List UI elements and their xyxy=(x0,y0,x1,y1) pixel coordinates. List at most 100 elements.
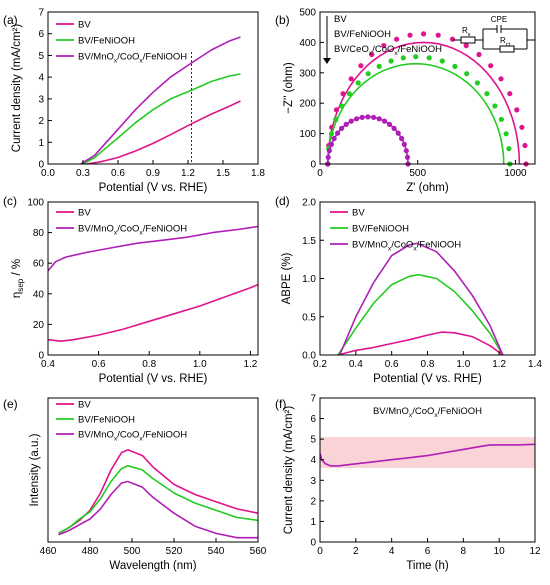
series-line xyxy=(82,73,241,165)
circuit-rct xyxy=(499,45,515,53)
y-tick-label: 200 xyxy=(299,99,316,110)
data-point xyxy=(335,130,341,136)
x-tick-label: 480 xyxy=(82,546,99,557)
y-axis-label: ηsep / % xyxy=(11,259,25,298)
x-tick-label: 0.8 xyxy=(142,359,156,370)
data-point xyxy=(484,91,490,97)
x-tick-label: 0.6 xyxy=(92,359,106,370)
data-point xyxy=(340,91,346,97)
x-tick-label: 0.4 xyxy=(349,359,363,370)
y-tick-label: 1 xyxy=(310,517,316,528)
data-point xyxy=(333,107,340,113)
data-point xyxy=(426,55,432,61)
y-tick-label: 2 xyxy=(38,116,44,127)
data-point xyxy=(403,148,409,154)
x-axis-label: Potential (V vs. RHE) xyxy=(373,373,482,385)
x-tick-label: 500 xyxy=(409,168,426,179)
data-point xyxy=(325,154,331,160)
y-axis-label: −Z'' (ohm) xyxy=(283,62,295,114)
data-point xyxy=(376,116,382,122)
y-tick-label: 7 xyxy=(310,394,316,405)
x-tick-label: 0.4 xyxy=(41,359,55,370)
x-tick-label: 1.2 xyxy=(492,359,506,370)
circuit-rct-label: Rct xyxy=(500,36,511,48)
data-point xyxy=(365,114,371,120)
series-line xyxy=(337,273,504,356)
y-axis-label: Intensity (a.u.) xyxy=(29,433,41,506)
circuit-rs-label: Rs xyxy=(462,26,471,38)
data-point xyxy=(452,63,458,69)
x-tick-label: 540 xyxy=(208,546,225,557)
y-tick-label: 80 xyxy=(33,228,45,239)
data-point xyxy=(421,31,427,37)
x-tick-label: 0.2 xyxy=(313,359,327,370)
y-tick-label: 60 xyxy=(33,259,45,270)
data-point xyxy=(348,118,354,124)
data-point xyxy=(331,135,337,142)
data-point xyxy=(339,125,345,131)
series-line xyxy=(58,464,259,535)
y-tick-label: 0 xyxy=(310,538,316,549)
chart-panel-3: 0.4 0.6 0.8 1.0 1.2 0 20 40 60 80 100 Potential (V … xyxy=(3,194,259,385)
panel-label: (c) xyxy=(3,194,17,208)
data-point xyxy=(369,51,375,58)
data-point xyxy=(343,121,349,127)
x-tick-label: 520 xyxy=(166,546,183,557)
x-tick-label: 2 xyxy=(353,546,359,557)
stability-band xyxy=(320,437,535,468)
data-point xyxy=(394,36,400,42)
data-point xyxy=(376,63,382,69)
data-point xyxy=(328,131,334,137)
y-tick-label: 4 xyxy=(310,455,316,466)
chart-panel-4: 0.2 0.4 0.6 0.8 1.0 1.2 1.4 0.0 0.5 1.0 1.5 2.0 Pote… xyxy=(275,194,542,385)
x-tick-label: 12 xyxy=(529,546,541,557)
y-axis-label: Current density (mA/cm²) xyxy=(11,24,23,153)
y-tick-label: 5 xyxy=(310,435,316,446)
data-point xyxy=(503,131,509,137)
data-point xyxy=(359,114,365,120)
fit-arc xyxy=(327,116,409,165)
y-tick-label: 0.5 xyxy=(302,312,316,323)
plot-frame xyxy=(319,11,536,165)
x-tick-label: 1.0 xyxy=(456,359,470,370)
x-tick-label: 1.0 xyxy=(193,359,207,370)
y-tick-label: 0 xyxy=(38,351,44,362)
x-axis-label: Potential (V vs. RHE) xyxy=(99,373,208,385)
data-point xyxy=(522,142,528,149)
x-tick-label: 500 xyxy=(124,546,141,557)
x-tick-label: 1.4 xyxy=(528,359,542,370)
data-point xyxy=(395,130,401,136)
x-tick-label: 0 xyxy=(317,546,323,557)
data-point xyxy=(476,51,482,58)
y-tick-label: 2 xyxy=(310,496,316,507)
data-point xyxy=(401,141,407,147)
data-point xyxy=(348,76,354,82)
y-tick-label: 3 xyxy=(310,476,316,487)
data-point xyxy=(333,116,339,122)
y-tick-label: 40 xyxy=(33,289,45,300)
circuit-cpe-label: CPE xyxy=(491,15,507,24)
data-point xyxy=(346,91,352,97)
y-tick-label: 20 xyxy=(33,320,45,331)
data-point xyxy=(404,154,411,160)
x-axis-label: Potential (V vs. RHE) xyxy=(99,182,208,194)
x-tick-label: 1.5 xyxy=(216,168,230,179)
x-tick-label: 1.8 xyxy=(251,168,265,179)
data-point xyxy=(514,107,520,113)
data-point xyxy=(354,116,360,122)
x-tick-label: 0 xyxy=(317,168,323,179)
x-tick-label: 0.9 xyxy=(146,168,160,179)
data-point xyxy=(492,103,498,109)
y-tick-label: 100 xyxy=(27,198,44,209)
legend-label: BV xyxy=(78,208,91,219)
x-tick-label: 4 xyxy=(389,546,395,557)
legend-label: BV xyxy=(352,208,365,219)
legend-label: BV/CeOx/CoOx/FeNiOOH xyxy=(334,44,442,57)
panel-label: (a) xyxy=(3,13,18,27)
data-point xyxy=(399,135,405,142)
y-tick-label: 2.0 xyxy=(302,198,316,209)
x-axis-label: Z' (ohm) xyxy=(406,182,449,194)
plot-frame xyxy=(47,397,259,543)
